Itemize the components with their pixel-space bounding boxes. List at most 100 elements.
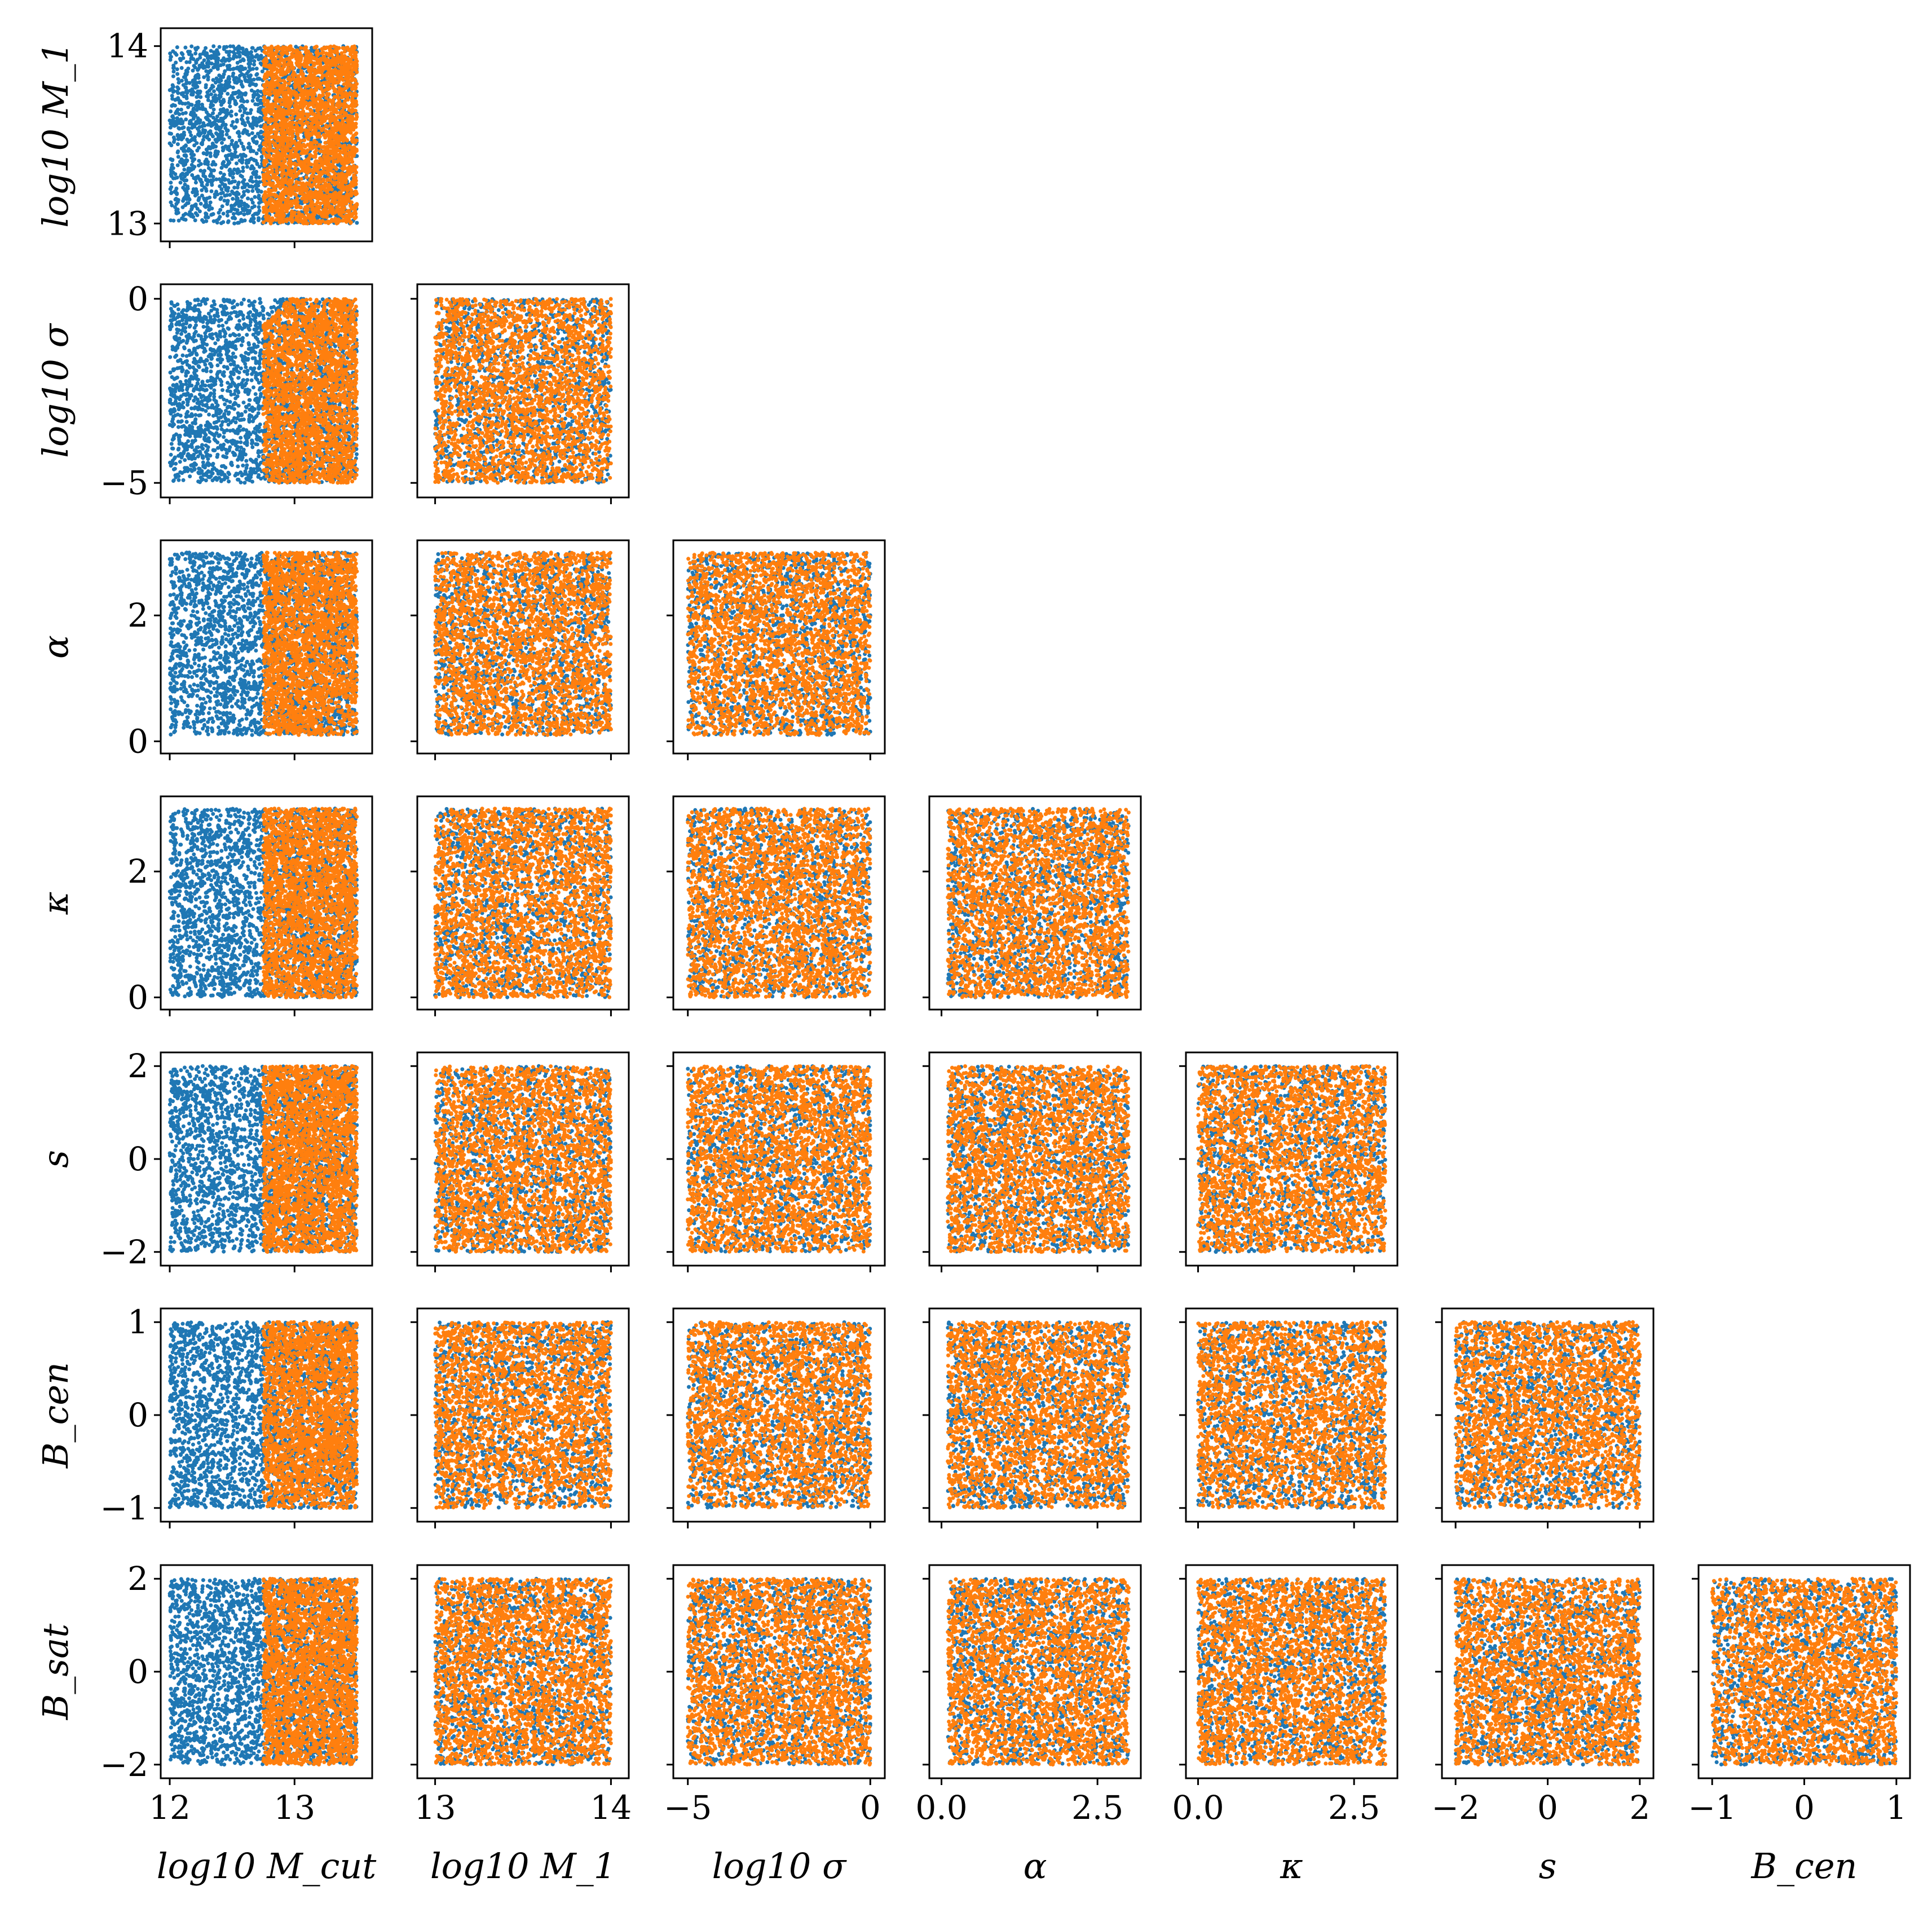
scatter-points bbox=[433, 297, 613, 485]
accepted-points bbox=[261, 297, 359, 485]
x-tick-label: −5 bbox=[664, 1788, 712, 1827]
y-tick-label: −5 bbox=[100, 464, 149, 502]
x-tick-label: 13 bbox=[414, 1788, 456, 1827]
panel-frame bbox=[416, 795, 630, 1011]
accepted-points bbox=[261, 44, 359, 226]
panel-Bsat-vs-s bbox=[1435, 1564, 1655, 1785]
scatter-points bbox=[686, 550, 872, 737]
x-tick-label: 14 bbox=[590, 1788, 632, 1827]
panel-frame bbox=[160, 539, 373, 755]
panel-frame bbox=[160, 283, 373, 499]
y-tick-label: 14 bbox=[107, 27, 148, 65]
accepted-points bbox=[433, 1320, 613, 1510]
y-tick-label: 1 bbox=[127, 1303, 148, 1341]
accepted-points bbox=[686, 1064, 872, 1254]
panel-kappa-vs-log10Mcut bbox=[154, 795, 373, 1016]
x-tick-label: 13 bbox=[274, 1788, 315, 1827]
y-tick-label: 0 bbox=[127, 978, 148, 1016]
x-tick-label: 0.0 bbox=[915, 1788, 967, 1827]
accepted-points bbox=[433, 1064, 613, 1254]
accepted-points bbox=[686, 550, 872, 737]
panel-kappa-vs-log10sigma bbox=[667, 795, 886, 1016]
y-tick-label: 0 bbox=[127, 1653, 148, 1691]
panel-frame bbox=[672, 795, 886, 1011]
scatter-points bbox=[433, 1576, 613, 1767]
scatter-points bbox=[1196, 1320, 1387, 1510]
y-tick-label: −2 bbox=[100, 1233, 149, 1271]
panel-frame bbox=[672, 539, 886, 755]
scatter-points bbox=[167, 44, 359, 226]
panel-Bcen-vs-alpha bbox=[923, 1307, 1142, 1528]
panel-s-vs-kappa bbox=[1179, 1051, 1399, 1272]
x-axis-label: α bbox=[1024, 1845, 1047, 1887]
x-tick-label: −2 bbox=[1431, 1788, 1480, 1827]
panel-s-vs-alpha bbox=[923, 1051, 1142, 1272]
scatter-points bbox=[1196, 1064, 1387, 1254]
scatter-points bbox=[433, 550, 613, 737]
x-axis-label: s bbox=[1539, 1845, 1557, 1887]
scatter-points bbox=[433, 1064, 613, 1254]
x-tick-label: −1 bbox=[1688, 1788, 1736, 1827]
accepted-points bbox=[946, 1320, 1131, 1510]
x-tick-label: 0.0 bbox=[1172, 1788, 1224, 1827]
scatter-points bbox=[167, 550, 359, 737]
accepted-points bbox=[1710, 1576, 1899, 1767]
x-tick-label: 0 bbox=[860, 1788, 881, 1827]
panel-kappa-vs-alpha bbox=[923, 795, 1142, 1016]
accepted-points bbox=[1453, 1577, 1642, 1767]
y-axis-label: log10 M_1 bbox=[35, 42, 76, 227]
accepted-points bbox=[946, 1576, 1131, 1767]
panel-Bsat-vs-log10M1 bbox=[411, 1564, 630, 1785]
x-axis-label: log10 σ bbox=[712, 1845, 847, 1887]
accepted-points bbox=[433, 550, 613, 737]
panels-layer bbox=[154, 27, 1911, 1785]
panel-log10sigma-vs-log10Mcut bbox=[154, 283, 373, 504]
panel-frame bbox=[416, 283, 630, 499]
x-tick-label: 1 bbox=[1886, 1788, 1907, 1827]
scatter-points bbox=[167, 1576, 359, 1767]
scatter-points bbox=[946, 1320, 1131, 1510]
y-tick-label: −2 bbox=[100, 1746, 149, 1784]
panel-log10sigma-vs-log10M1 bbox=[411, 283, 630, 504]
scatter-points bbox=[946, 807, 1131, 999]
accepted-points bbox=[433, 807, 613, 999]
y-tick-label: −1 bbox=[100, 1489, 149, 1527]
scatter-points bbox=[1196, 1576, 1387, 1766]
panel-frame bbox=[160, 27, 373, 243]
panel-Bcen-vs-log10M1 bbox=[411, 1307, 630, 1528]
panel-kappa-vs-log10M1 bbox=[411, 795, 630, 1016]
panel-Bsat-vs-kappa bbox=[1179, 1564, 1399, 1785]
panel-Bcen-vs-s bbox=[1435, 1307, 1655, 1528]
y-tick-label: 0 bbox=[127, 1396, 148, 1434]
panel-frame bbox=[160, 795, 373, 1011]
accepted-points bbox=[1196, 1576, 1387, 1766]
y-axis-label: B_sat bbox=[35, 1624, 76, 1720]
panel-alpha-vs-log10Mcut bbox=[154, 539, 373, 760]
accepted-points bbox=[946, 807, 1131, 999]
y-tick-label: 2 bbox=[127, 1047, 148, 1085]
accepted-points bbox=[686, 1576, 872, 1767]
y-axis-label: s bbox=[35, 1150, 76, 1168]
scatter-points bbox=[167, 807, 359, 999]
accepted-points bbox=[686, 807, 872, 999]
accepted-points bbox=[261, 1320, 359, 1510]
x-axis-label: log10 M_1 bbox=[430, 1845, 616, 1887]
scatter-points bbox=[167, 1320, 359, 1510]
scatter-points bbox=[1453, 1320, 1642, 1510]
panel-frame bbox=[928, 795, 1142, 1011]
x-axis-label: κ bbox=[1280, 1845, 1303, 1887]
accepted-points bbox=[1196, 1064, 1387, 1254]
scatter-points bbox=[167, 297, 359, 485]
accepted-points bbox=[686, 1320, 872, 1510]
panel-Bcen-vs-log10sigma bbox=[667, 1307, 886, 1528]
scatter-points bbox=[686, 1320, 872, 1510]
scatter-points bbox=[167, 1064, 359, 1254]
accepted-points bbox=[261, 807, 359, 999]
panel-Bsat-vs-log10sigma bbox=[667, 1564, 886, 1785]
y-tick-label: 2 bbox=[127, 852, 148, 891]
panel-Bcen-vs-kappa bbox=[1179, 1307, 1399, 1528]
y-tick-label: 0 bbox=[127, 1140, 148, 1178]
x-tick-label: 12 bbox=[149, 1788, 191, 1827]
